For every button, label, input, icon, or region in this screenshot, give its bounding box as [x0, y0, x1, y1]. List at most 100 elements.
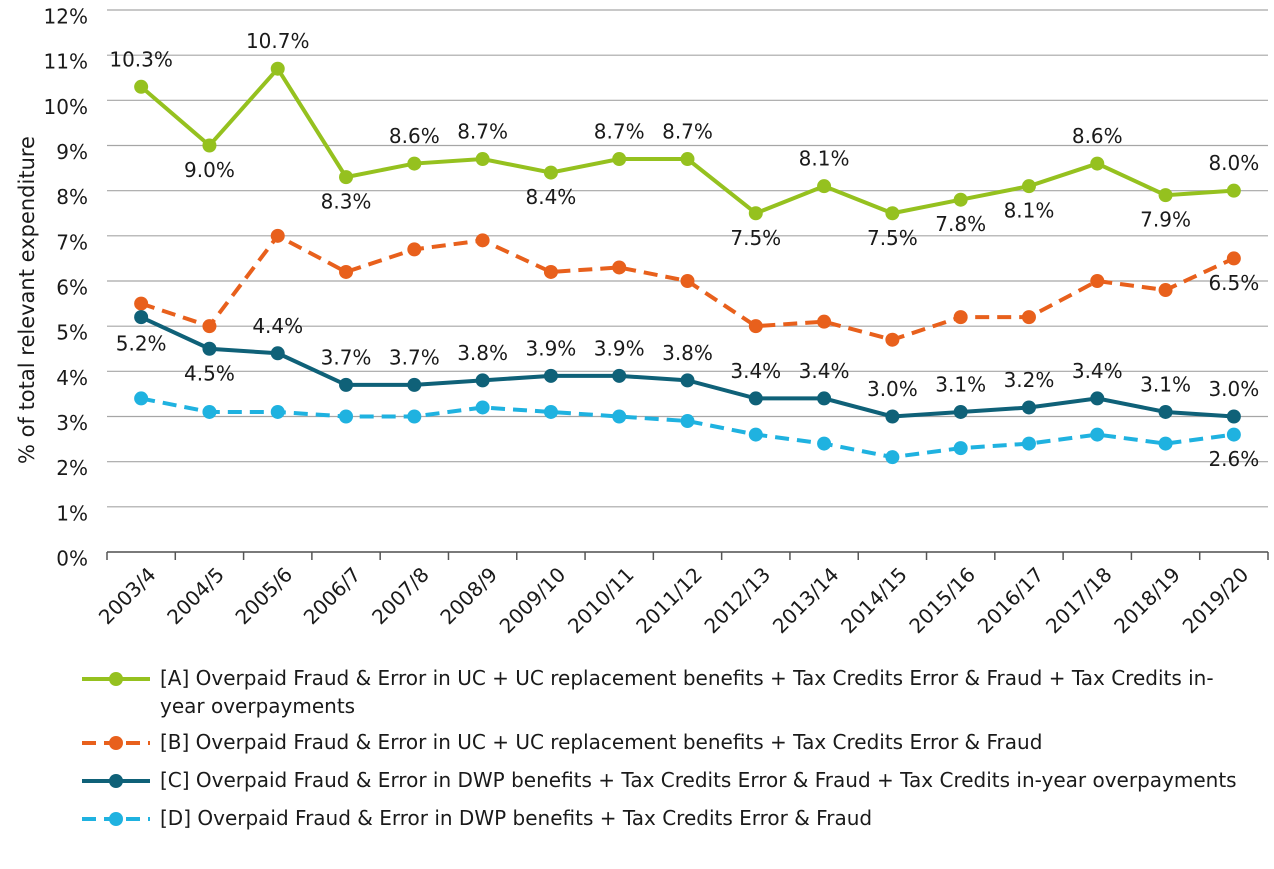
data-label: 3.4% — [799, 359, 850, 383]
data-label: 7.5% — [730, 226, 781, 250]
data-point — [612, 152, 627, 167]
data-point — [817, 391, 832, 406]
data-point — [612, 260, 627, 275]
data-point — [407, 156, 422, 171]
data-point — [1226, 427, 1241, 442]
data-label: 7.8% — [935, 212, 986, 236]
data-label: 7.9% — [1140, 208, 1191, 232]
data-label: 4.4% — [252, 314, 303, 338]
data-point — [1158, 404, 1173, 419]
y-tick-label: 12% — [44, 5, 88, 29]
data-point — [407, 242, 422, 257]
x-tick-label: 2017/18 — [1041, 562, 1117, 638]
legend-marker — [109, 774, 123, 788]
series-line — [140, 396, 1235, 460]
legend-marker — [109, 736, 123, 750]
legend: [A] Overpaid Fraud & Error in UC + UC re… — [78, 664, 1258, 842]
data-point — [407, 377, 422, 392]
x-tick-label: 2003/4 — [94, 562, 161, 629]
data-point — [543, 264, 558, 279]
y-tick-label: 2% — [56, 456, 88, 480]
data-point — [475, 373, 490, 388]
data-label: 8.6% — [1072, 124, 1123, 148]
x-tick-label: 2013/14 — [768, 562, 844, 638]
data-point — [612, 368, 627, 383]
data-point — [339, 264, 354, 279]
y-tick-label: 4% — [56, 366, 88, 390]
x-tick-label: 2016/17 — [973, 562, 1049, 638]
x-tick-label: 2004/5 — [162, 562, 229, 629]
data-point — [475, 152, 490, 167]
data-label: 8.4% — [526, 185, 577, 209]
data-point — [1226, 251, 1241, 266]
data-label: 3.8% — [457, 341, 508, 365]
data-point — [475, 233, 490, 248]
data-point — [953, 404, 968, 419]
data-point — [748, 206, 763, 221]
data-point — [270, 228, 285, 243]
data-label: 3.9% — [526, 336, 577, 360]
data-label: 3.7% — [389, 345, 440, 369]
data-label: 8.7% — [457, 120, 508, 144]
data-point — [543, 368, 558, 383]
data-label: 8.3% — [321, 190, 372, 214]
y-tick-label: 9% — [56, 140, 88, 164]
data-label: 3.2% — [1004, 368, 1055, 392]
data-label: 7.5% — [867, 226, 918, 250]
data-point — [680, 274, 695, 288]
data-point — [680, 373, 695, 388]
data-point — [1021, 400, 1036, 415]
data-point — [885, 450, 900, 465]
legend-marker — [109, 672, 123, 686]
data-point — [543, 165, 558, 180]
y-tick-label: 1% — [56, 501, 88, 525]
data-point — [202, 138, 217, 153]
data-point — [1090, 391, 1105, 406]
legend-swatch — [82, 672, 150, 686]
y-tick-label: 6% — [56, 276, 88, 300]
y-tick-label: 10% — [44, 95, 88, 119]
x-tick-label: 2012/13 — [699, 562, 775, 638]
data-point — [817, 436, 832, 451]
data-label: 9.0% — [184, 158, 235, 182]
data-point — [202, 341, 217, 356]
data-label: 3.9% — [594, 336, 645, 360]
data-point — [612, 409, 627, 424]
x-tick-label: 2010/11 — [563, 562, 639, 638]
legend-label: [C] Overpaid Fraud & Error in DWP benefi… — [160, 768, 1237, 792]
data-point — [817, 314, 832, 329]
data-point — [134, 391, 149, 406]
data-point — [1158, 436, 1173, 451]
data-point — [953, 192, 968, 207]
y-tick-label: 11% — [44, 50, 88, 74]
x-tick-label: 2007/8 — [367, 562, 434, 629]
data-label: 3.8% — [662, 341, 713, 365]
legend-item: [A] Overpaid Fraud & Error in UC + UC re… — [78, 664, 1258, 720]
data-label: 8.1% — [799, 147, 850, 171]
legend-swatch — [82, 736, 150, 750]
data-point — [202, 319, 217, 334]
data-point — [543, 404, 558, 419]
data-label: 3.7% — [321, 345, 372, 369]
data-point — [270, 346, 285, 361]
y-axis-label: % of total relevant expenditure — [15, 136, 39, 464]
data-point — [680, 152, 695, 167]
data-label: 4.5% — [184, 361, 235, 385]
data-label: 8.1% — [1004, 199, 1055, 223]
x-tick-label: 2014/15 — [836, 562, 912, 638]
data-label: 10.7% — [246, 29, 310, 53]
x-tick-label: 2008/9 — [435, 562, 502, 629]
data-point — [748, 319, 763, 334]
data-point — [748, 391, 763, 406]
data-point — [475, 400, 490, 415]
data-label: 8.7% — [662, 120, 713, 144]
legend-label: [A] Overpaid Fraud & Error in UC + UC re… — [160, 666, 1214, 718]
data-point — [1226, 409, 1241, 424]
data-point — [953, 310, 968, 325]
y-tick-label: 3% — [56, 411, 88, 435]
data-point — [270, 61, 285, 76]
data-point — [1090, 156, 1105, 171]
data-point — [407, 409, 422, 424]
data-point — [1226, 183, 1241, 198]
data-point — [885, 409, 900, 424]
